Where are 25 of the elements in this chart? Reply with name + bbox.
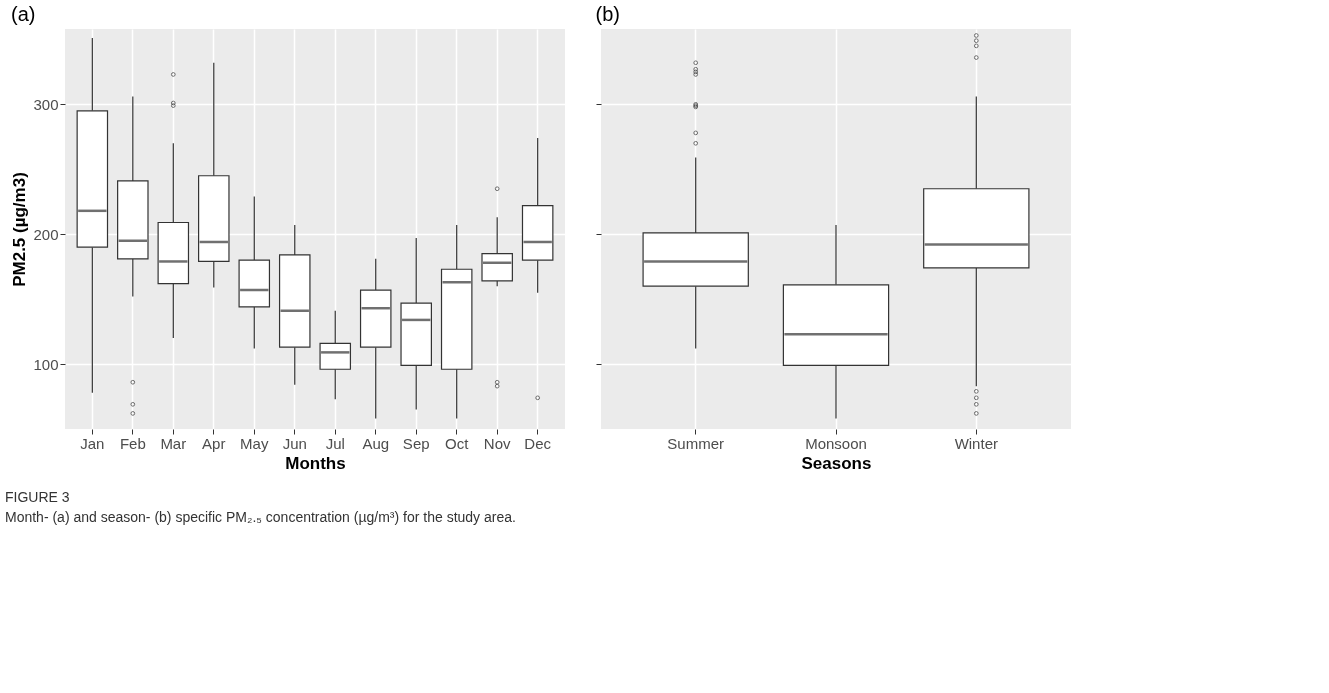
y-axis-title: PM2.5 (µg/m3) [10,172,30,287]
x-tick-label: Jun [282,434,307,452]
chart-title: (a) [10,3,36,25]
x-tick-label: Summer [667,434,725,452]
y-tick-label: 200 [33,225,59,243]
caption: FIGURE 3 [5,489,70,505]
x-tick-label: Jul [325,434,345,452]
x-tick-label: Apr [202,434,226,452]
x-tick-label: Feb [119,434,146,452]
chart-title: (b) [595,3,620,25]
x-tick-label: Mar [160,434,187,452]
x-tick-label: Aug [362,434,390,452]
x-tick-label: Dec [524,434,552,452]
x-tick-label: May [240,434,269,452]
x-tick-label: Nov [483,434,512,452]
x-tick-label: Monsoon [805,434,867,452]
x-tick-label: Jan [80,434,105,452]
x-tick-label: Sep [402,434,430,452]
x-tick-label: Oct [445,434,470,452]
text: Month- (a) and season- (b) specific PM₂.₅ concentration (µg/m³) for the study area. [5,509,516,525]
x-tick-label: Winter [954,434,998,452]
y-tick-label: 300 [33,95,59,113]
x-axis-title: Months [285,453,346,473]
x-axis-title: Seasons [801,453,872,473]
y-tick-label: 100 [33,355,59,373]
